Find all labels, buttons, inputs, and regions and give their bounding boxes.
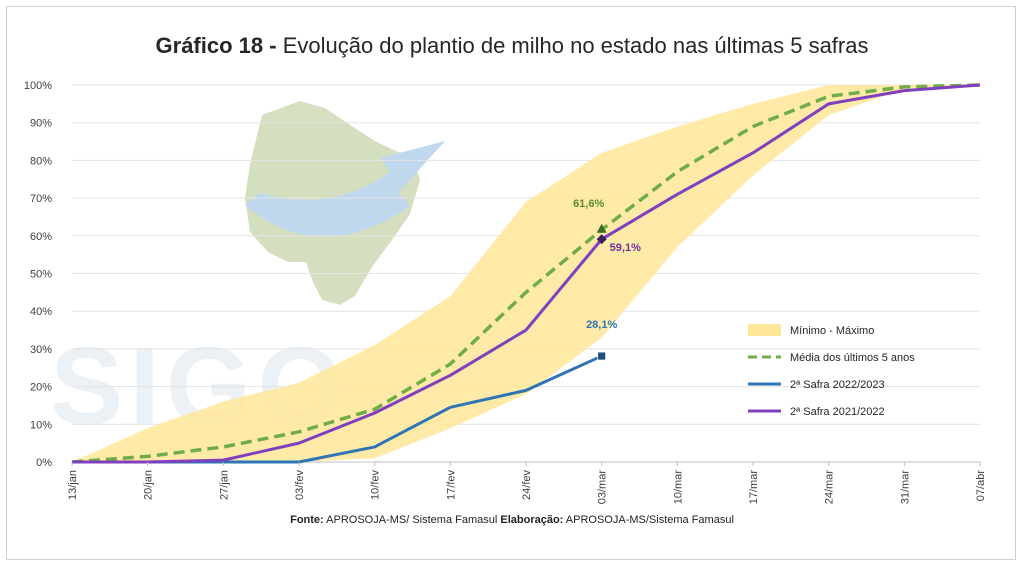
x-tick-label: 10/fev bbox=[370, 470, 382, 500]
y-tick-label: 20% bbox=[30, 382, 52, 394]
x-tick-label: 10/mar bbox=[672, 470, 684, 505]
series-line-0 bbox=[71, 83, 981, 464]
y-tick-label: 60% bbox=[30, 231, 52, 243]
legend-label: 2ª Safra 2021/2022 bbox=[790, 406, 885, 418]
legend-label: 2ª Safra 2022/2023 bbox=[790, 379, 885, 391]
chart-title: Gráfico 18 - Evolução do plantio de milh… bbox=[0, 33, 1024, 59]
source-note: Fonte: APROSOJA-MS/ Sistema Famasul Elab… bbox=[0, 514, 1024, 526]
source-fonte: APROSOJA-MS/ Sistema Famasul bbox=[326, 514, 498, 526]
band-area bbox=[72, 85, 980, 462]
y-tick-label: 90% bbox=[30, 118, 52, 130]
y-tick-label: 80% bbox=[30, 155, 52, 167]
legend-label: Mínimo - Máximo bbox=[790, 325, 874, 337]
source-elab: APROSOJA-MS/Sistema Famasul bbox=[565, 514, 734, 526]
x-tick-label: 03/mar bbox=[597, 470, 609, 505]
data-label: 28,1% bbox=[586, 319, 617, 331]
legend-label: Média dos últimos 5 anos bbox=[790, 352, 915, 364]
y-tick-label: 30% bbox=[30, 344, 52, 356]
data-label: 59,1% bbox=[610, 242, 641, 254]
source-fonte-label: Fonte: bbox=[290, 514, 324, 526]
state-map-shape bbox=[245, 101, 420, 305]
x-tick-label: 17/fev bbox=[445, 470, 457, 500]
x-tick-label: 27/jan bbox=[218, 470, 230, 500]
markers bbox=[596, 223, 607, 361]
legend-swatch bbox=[748, 324, 781, 336]
x-axis: 13/jan 20/jan 27/jan 03/fev 10/fev 17/fev 24/f… bbox=[67, 462, 987, 504]
y-tick-label: 0% bbox=[36, 457, 52, 469]
x-tick-label: 03/fev bbox=[294, 470, 306, 500]
data-label: 61,6% bbox=[573, 198, 604, 210]
marker-average bbox=[596, 223, 607, 233]
marker-2022-2023 bbox=[597, 351, 607, 361]
y-tick-label: 70% bbox=[30, 193, 52, 205]
x-tick-label: 13/jan bbox=[67, 470, 79, 500]
chart-title-number: Gráfico 18 - bbox=[155, 33, 277, 58]
x-tick-label: 17/mar bbox=[748, 470, 760, 505]
series-line-2 bbox=[72, 83, 981, 464]
x-tick-label: 24/mar bbox=[824, 470, 836, 505]
x-tick-label: 07/abr bbox=[975, 470, 987, 502]
y-tick-label: 50% bbox=[30, 269, 52, 281]
y-tick-label: 40% bbox=[30, 306, 52, 318]
data-labels: 61,6% 59,1% 28,1% bbox=[573, 198, 641, 331]
arrow-shape bbox=[245, 141, 445, 237]
x-tick-label: 24/fev bbox=[521, 470, 533, 500]
series-lines bbox=[71, 83, 981, 464]
x-tick-label: 20/jan bbox=[143, 470, 155, 500]
min-max-band bbox=[72, 85, 980, 462]
source-elab-label: Elaboração: bbox=[500, 514, 564, 526]
marker-2021-2022 bbox=[596, 234, 607, 245]
legend: Mínimo - Máximo Média dos últimos 5 anos 2… bbox=[748, 324, 915, 418]
y-tick-label: 10% bbox=[30, 419, 52, 431]
x-tick-label: 31/mar bbox=[899, 470, 911, 505]
chart-title-text: Evolução do plantio de milho no estado n… bbox=[282, 33, 869, 58]
y-tick-label: 100% bbox=[24, 80, 52, 92]
y-axis: 0% 10% 20% 30% 40% 50% 60% 70% 80% 90% 100% bbox=[24, 80, 52, 469]
